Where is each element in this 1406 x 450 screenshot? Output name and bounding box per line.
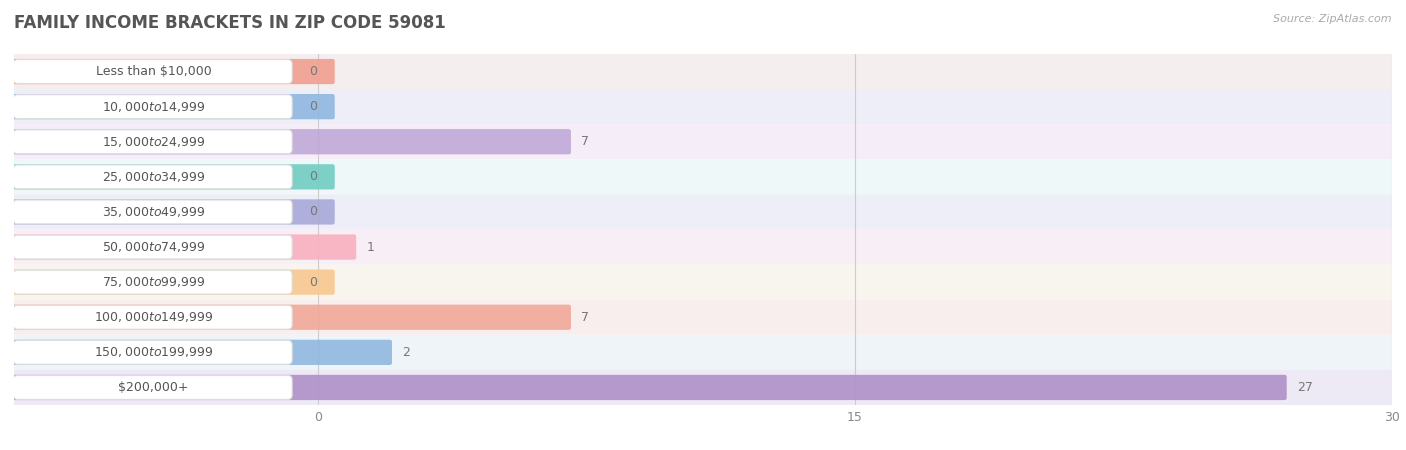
Text: 7: 7 <box>581 135 589 148</box>
FancyBboxPatch shape <box>11 129 571 154</box>
FancyBboxPatch shape <box>13 130 292 154</box>
Text: 0: 0 <box>309 65 318 78</box>
FancyBboxPatch shape <box>14 230 1392 265</box>
FancyBboxPatch shape <box>13 340 292 364</box>
FancyBboxPatch shape <box>13 235 292 259</box>
FancyBboxPatch shape <box>11 340 392 365</box>
FancyBboxPatch shape <box>14 370 1392 405</box>
FancyBboxPatch shape <box>11 164 335 189</box>
Text: 0: 0 <box>309 100 318 113</box>
FancyBboxPatch shape <box>14 335 1392 370</box>
Text: $25,000 to $34,999: $25,000 to $34,999 <box>101 170 205 184</box>
FancyBboxPatch shape <box>13 59 292 84</box>
FancyBboxPatch shape <box>13 305 292 329</box>
Text: FAMILY INCOME BRACKETS IN ZIP CODE 59081: FAMILY INCOME BRACKETS IN ZIP CODE 59081 <box>14 14 446 32</box>
FancyBboxPatch shape <box>14 194 1392 230</box>
Text: 2: 2 <box>402 346 411 359</box>
FancyBboxPatch shape <box>13 270 292 294</box>
Text: $150,000 to $199,999: $150,000 to $199,999 <box>94 345 214 360</box>
FancyBboxPatch shape <box>14 265 1392 300</box>
FancyBboxPatch shape <box>13 165 292 189</box>
FancyBboxPatch shape <box>11 375 1286 400</box>
Text: Less than $10,000: Less than $10,000 <box>96 65 211 78</box>
FancyBboxPatch shape <box>11 270 335 295</box>
FancyBboxPatch shape <box>13 94 292 119</box>
FancyBboxPatch shape <box>13 375 292 400</box>
Text: $35,000 to $49,999: $35,000 to $49,999 <box>101 205 205 219</box>
FancyBboxPatch shape <box>11 305 571 330</box>
Text: 27: 27 <box>1298 381 1313 394</box>
Text: Source: ZipAtlas.com: Source: ZipAtlas.com <box>1274 14 1392 23</box>
Text: 0: 0 <box>309 276 318 288</box>
Text: $15,000 to $24,999: $15,000 to $24,999 <box>101 135 205 149</box>
FancyBboxPatch shape <box>11 59 335 84</box>
Text: $50,000 to $74,999: $50,000 to $74,999 <box>101 240 205 254</box>
FancyBboxPatch shape <box>14 300 1392 335</box>
Text: 0: 0 <box>309 171 318 183</box>
FancyBboxPatch shape <box>13 200 292 224</box>
FancyBboxPatch shape <box>11 94 335 119</box>
Text: $75,000 to $99,999: $75,000 to $99,999 <box>101 275 205 289</box>
FancyBboxPatch shape <box>14 159 1392 194</box>
Text: 7: 7 <box>581 311 589 324</box>
Text: $10,000 to $14,999: $10,000 to $14,999 <box>101 99 205 114</box>
FancyBboxPatch shape <box>11 234 356 260</box>
Text: 1: 1 <box>367 241 374 253</box>
Text: $100,000 to $149,999: $100,000 to $149,999 <box>94 310 214 324</box>
FancyBboxPatch shape <box>14 54 1392 89</box>
Text: $200,000+: $200,000+ <box>118 381 188 394</box>
FancyBboxPatch shape <box>11 199 335 225</box>
FancyBboxPatch shape <box>14 89 1392 124</box>
Text: 0: 0 <box>309 206 318 218</box>
FancyBboxPatch shape <box>14 124 1392 159</box>
